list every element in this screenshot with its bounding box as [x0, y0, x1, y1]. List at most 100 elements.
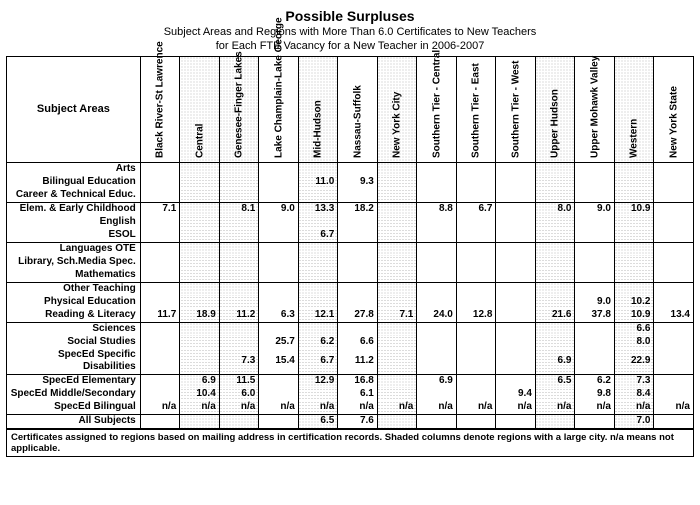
value-cell [259, 296, 299, 309]
value-cell [219, 189, 259, 203]
table-row: All Subjects6.57.67.0 [7, 414, 694, 428]
value-cell: 13.3 [298, 202, 338, 216]
region-header: Southern Tier - Central [417, 56, 457, 162]
value-cell: 12.8 [456, 309, 496, 323]
value-cell [456, 162, 496, 176]
value-cell [496, 349, 536, 375]
value-cell [180, 229, 220, 243]
value-cell [575, 322, 615, 336]
value-cell: 6.9 [535, 349, 575, 375]
value-cell [140, 216, 180, 229]
region-header: Western [614, 56, 654, 162]
value-cell [298, 242, 338, 256]
value-cell [496, 202, 536, 216]
value-cell [417, 216, 457, 229]
value-cell [417, 229, 457, 243]
value-cell: 8.1 [219, 202, 259, 216]
value-cell [535, 296, 575, 309]
region-header: Southern Tier - East [456, 56, 496, 162]
value-cell [180, 189, 220, 203]
value-cell [140, 296, 180, 309]
value-cell [417, 414, 457, 428]
value-cell [180, 282, 220, 296]
value-cell: 6.5 [535, 374, 575, 388]
value-cell [575, 229, 615, 243]
value-cell [575, 162, 615, 176]
region-label: Genesee-Finger Lakes [234, 51, 245, 158]
value-cell [377, 162, 417, 176]
value-cell [535, 256, 575, 269]
subject-label: Elem. & Early Childhood [7, 202, 141, 216]
value-cell [575, 414, 615, 428]
value-cell [496, 176, 536, 189]
value-cell [575, 336, 615, 349]
value-cell [140, 229, 180, 243]
value-cell [654, 216, 694, 229]
value-cell [496, 374, 536, 388]
value-cell: 6.9 [180, 374, 220, 388]
value-cell: 11.2 [338, 349, 378, 375]
value-cell: 8.8 [417, 202, 457, 216]
value-cell: 6.7 [298, 229, 338, 243]
value-cell: 27.8 [338, 309, 378, 323]
value-cell: 6.6 [338, 336, 378, 349]
subject-label: Arts [7, 162, 141, 176]
value-cell: n/a [180, 401, 220, 415]
region-label: New York State [668, 86, 679, 158]
table-row: Mathematics [7, 269, 694, 283]
header-row: Subject Areas Black River-St LawrenceCen… [7, 56, 694, 162]
value-cell: 6.7 [456, 202, 496, 216]
value-cell [219, 414, 259, 428]
value-cell [456, 269, 496, 283]
value-cell [456, 176, 496, 189]
value-cell [298, 256, 338, 269]
value-cell [259, 269, 299, 283]
value-cell [338, 242, 378, 256]
page-title: Possible Surpluses [6, 8, 694, 24]
value-cell: 6.3 [259, 309, 299, 323]
value-cell: 8.0 [614, 336, 654, 349]
subject-label: SpecEd Middle/Secondary [7, 388, 141, 401]
value-cell [219, 256, 259, 269]
value-cell: n/a [496, 401, 536, 415]
region-label: Black River-St Lawrence [155, 41, 166, 158]
value-cell [456, 216, 496, 229]
value-cell [535, 322, 575, 336]
value-cell [654, 282, 694, 296]
value-cell [377, 216, 417, 229]
value-cell [219, 176, 259, 189]
value-cell [377, 282, 417, 296]
value-cell [377, 322, 417, 336]
value-cell [614, 242, 654, 256]
value-cell: n/a [140, 401, 180, 415]
subject-label: Sciences [7, 322, 141, 336]
region-label: Southern Tier - East [471, 63, 482, 158]
value-cell: 9.0 [259, 202, 299, 216]
value-cell [338, 216, 378, 229]
value-cell [338, 189, 378, 203]
value-cell [298, 282, 338, 296]
value-cell [338, 256, 378, 269]
subject-label: Mathematics [7, 269, 141, 283]
region-header: Black River-St Lawrence [140, 56, 180, 162]
value-cell [496, 229, 536, 243]
value-cell: 9.0 [575, 202, 615, 216]
value-cell [456, 336, 496, 349]
value-cell [219, 229, 259, 243]
value-cell [259, 176, 299, 189]
value-cell [377, 349, 417, 375]
table-row: Physical Education9.010.2 [7, 296, 694, 309]
value-cell: 11.2 [219, 309, 259, 323]
value-cell [338, 269, 378, 283]
region-header: Upper Hudson [535, 56, 575, 162]
value-cell: 11.0 [298, 176, 338, 189]
subject-label: Reading & Literacy [7, 309, 141, 323]
subject-areas-header: Subject Areas [7, 56, 141, 162]
value-cell [140, 269, 180, 283]
value-cell [456, 189, 496, 203]
subtitle-line-2: for Each FTE Vacancy for a New Teacher i… [216, 40, 485, 52]
value-cell [259, 216, 299, 229]
region-label: Upper Hudson [550, 89, 561, 158]
region-header: Nassau-Suffolk [338, 56, 378, 162]
value-cell [338, 282, 378, 296]
